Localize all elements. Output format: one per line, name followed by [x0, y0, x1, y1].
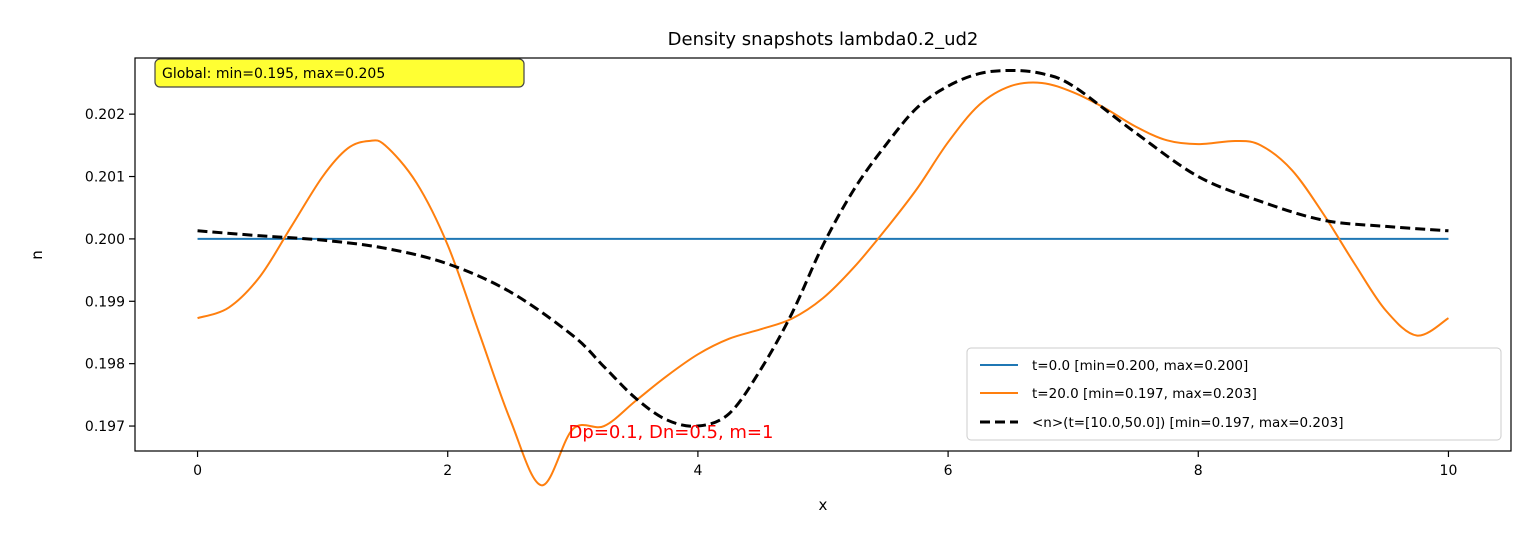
y-tick-label: 0.202: [85, 107, 125, 123]
x-tick-label: 10: [1440, 463, 1458, 479]
legend: t=0.0 [min=0.200, max=0.200] t=20.0 [min…: [966, 347, 1502, 441]
y-tick-label: 0.199: [85, 294, 125, 310]
x-tick-label: 4: [693, 463, 702, 479]
x-tick-label: 8: [1194, 463, 1203, 479]
legend-label-t20: t=20.0 [min=0.197, max=0.203]: [1032, 386, 1257, 402]
global-range-box: [154, 58, 525, 88]
y-axis: 0.197 0.198 0.199 0.200 0.201 0.202: [85, 107, 135, 435]
plot-content: [197, 68, 1449, 487]
y-tick-label: 0.198: [85, 357, 125, 373]
y-axis-label: n: [28, 250, 46, 260]
series-line-mean: [197, 68, 1449, 428]
series-line-t20: [197, 81, 1449, 487]
x-tick-label: 6: [944, 463, 953, 479]
global-range-annotation: Global: min=0.195, max=0.205: [154, 58, 525, 88]
legend-label-t0: t=0.0 [min=0.200, max=0.200]: [1032, 358, 1248, 374]
parameter-annotation: Dp=0.1, Dn=0.5, m=1: [569, 422, 774, 443]
legend-label-mean: <n>(t=[10.0,50.0]) [min=0.197, max=0.203…: [1032, 415, 1343, 431]
chart-title: Density snapshots lambda0.2_ud2: [668, 29, 979, 50]
plot-frame: [134, 57, 1512, 452]
legend-frame: [966, 347, 1502, 441]
y-tick-label: 0.201: [85, 170, 125, 186]
x-tick-label: 0: [193, 463, 202, 479]
x-axis-label: x: [819, 496, 828, 514]
global-range-text: Global: min=0.195, max=0.205: [162, 66, 385, 82]
y-tick-label: 0.197: [85, 419, 125, 435]
y-tick-label: 0.200: [85, 232, 125, 248]
x-tick-label: 2: [443, 463, 452, 479]
x-axis: 0 2 4 6 8 10: [193, 451, 1457, 479]
